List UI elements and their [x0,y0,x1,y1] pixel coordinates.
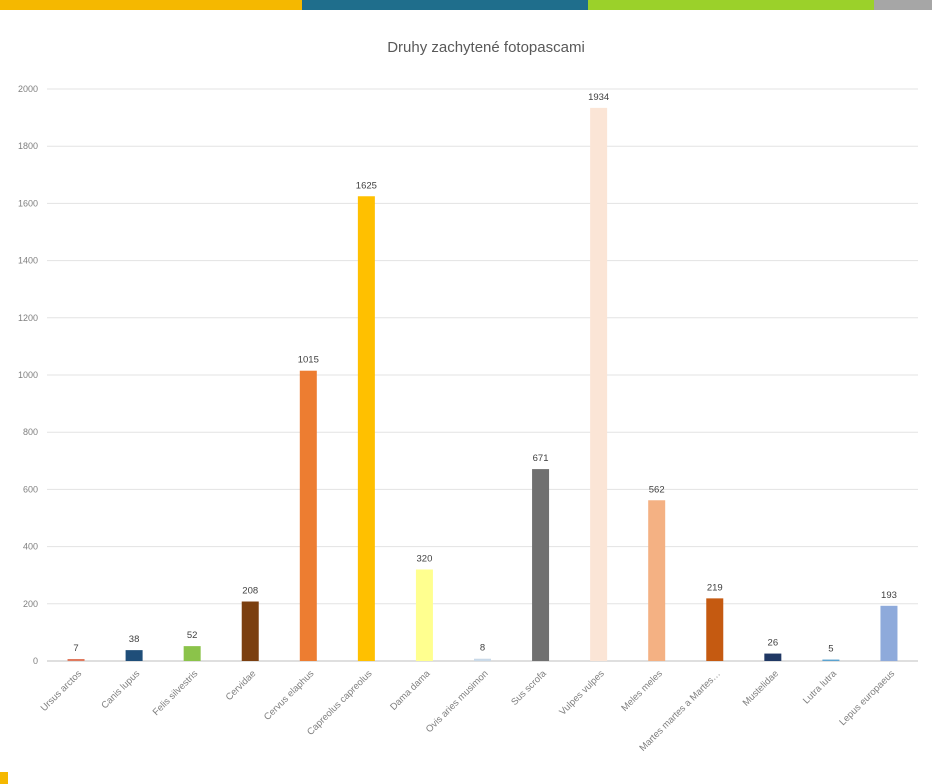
top-bar-segment [302,0,588,10]
data-label: 193 [881,590,897,601]
bar [764,653,782,661]
x-tick-label: Ursus arctos [39,668,85,714]
bar [241,601,259,661]
x-tick-label: Lutra lutra [801,668,840,707]
top-decor-bar [0,0,932,10]
x-axis-labels: Ursus arctos Canis lupus Felis silvestris C… [39,668,898,754]
x-tick-label: Cervidae [224,668,259,703]
y-tick-label: 1200 [18,313,38,323]
bar [706,598,724,661]
y-tick-label: 1400 [18,256,38,266]
x-tick-label: Capreolus capreolus [305,668,375,738]
bar [474,658,491,661]
x-tick-label: Sus scrofa [509,668,549,708]
gridlines [47,88,918,662]
x-tick-label: Vulpes vulpes [557,668,607,718]
x-tick-label: Lepus europaeus [837,668,897,728]
bars [67,107,898,662]
x-tick-label: Felis silvestris [151,668,201,718]
data-label: 1015 [298,355,319,366]
top-bar-segment [0,0,302,10]
data-label: 1625 [356,180,377,191]
bar [299,370,317,661]
data-label: 208 [242,586,258,597]
data-label: 320 [417,553,433,564]
y-axis-ticks: 0 200 400 600 800 1000 1200 1400 1600 1800 2000 [18,84,38,666]
x-tick-label: Canis lupus [99,668,142,711]
bar [415,569,433,661]
top-bar-segment [874,0,932,10]
x-tick-label: Dama dama [388,668,433,713]
data-label: 219 [707,582,723,593]
y-tick-label: 0 [33,656,38,666]
data-label: 52 [187,630,198,641]
data-labels: 7 38 52 208 1015 1625 320 8 671 1934 562 219 26 5 193 [73,92,897,655]
x-tick-label: Meles meles [619,668,665,714]
data-label: 8 [480,643,485,654]
data-label: 562 [649,484,665,495]
bar [125,650,143,661]
x-tick-label: Cervus elaphus [262,668,317,723]
y-tick-label: 600 [23,484,38,494]
data-label: 38 [129,634,140,645]
data-label: 671 [533,453,549,464]
bar [590,107,608,662]
x-tick-label: Ovis aries musimon [424,668,491,735]
chart-title: Druhy zachytené fotopascami [387,39,585,56]
x-tick-label: Mustelidae [741,668,781,708]
bar [532,469,550,661]
y-tick-label: 200 [23,599,38,609]
data-label: 26 [768,638,779,649]
bar [67,658,85,661]
bar [880,605,898,661]
y-tick-label: 1800 [18,141,38,151]
data-label: 7 [73,643,78,654]
top-bar-segment [588,0,874,10]
side-decor-mark [0,772,8,784]
y-tick-label: 1000 [18,370,38,380]
y-tick-label: 2000 [18,84,38,94]
data-label: 1934 [588,92,609,103]
y-tick-label: 1600 [18,198,38,208]
bar [822,659,840,661]
bar [648,500,666,661]
y-tick-label: 800 [23,427,38,437]
bar [183,646,201,661]
bar [357,196,375,661]
data-label: 5 [828,644,833,655]
y-tick-label: 400 [23,542,38,552]
